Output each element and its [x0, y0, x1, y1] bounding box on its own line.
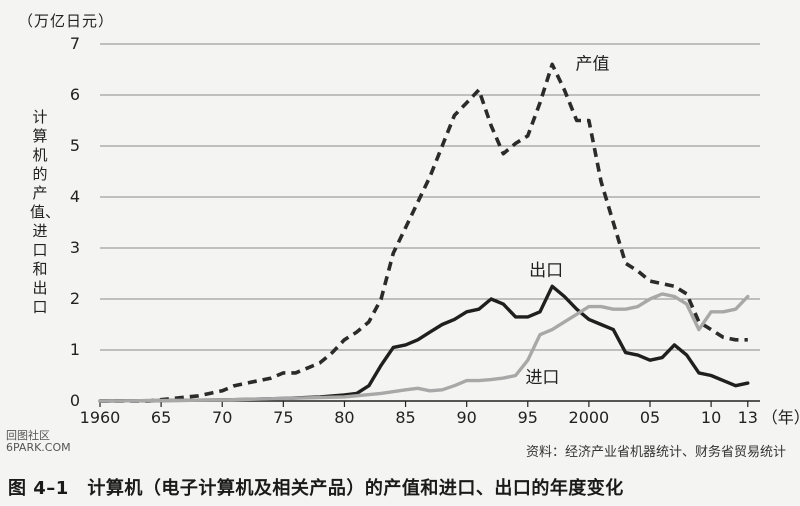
- x-tick-label: 65: [151, 408, 171, 427]
- y-tick-label: 7: [70, 34, 80, 53]
- x-tick-label: 80: [334, 408, 354, 427]
- x-tick-label: 70: [212, 408, 232, 427]
- series-line-import: [98, 292, 750, 403]
- y-tick-label: 4: [70, 187, 80, 206]
- figure-caption: 图 4–1 计算机（电子计算机及相关产品）的产值和进口、出口的年度变化: [8, 478, 624, 499]
- x-tick-label: 75: [273, 408, 293, 427]
- series-annotation: 进口: [525, 368, 559, 388]
- watermark: 回图社区 6PARK.COM: [6, 429, 71, 454]
- series-annotation: 出口: [529, 261, 563, 281]
- x-tick-label: 1960: [80, 408, 121, 427]
- y-tick-label: 5: [70, 136, 80, 155]
- y-tick-label: 2: [70, 289, 80, 308]
- line-chart: 0 1 2 3 4 5 6 7 1960 65 70 75 80 85 90 95 2000 05 10 13（年） 产…: [70, 34, 800, 427]
- source-note: 资料：经济产业省机器统计、财务省贸易统计: [525, 445, 786, 460]
- x-tick-label: 10: [701, 408, 721, 427]
- y-axis-label: 计算机的产值、进口和出口: [30, 108, 61, 316]
- x-tick-label: 2000: [569, 408, 610, 427]
- series-line-production: [100, 62, 748, 403]
- y-tick-label: 1: [70, 340, 80, 359]
- series-annotation: 产值: [576, 55, 610, 75]
- y-tick-label: 6: [70, 85, 80, 104]
- x-tick-label: 95: [518, 408, 538, 427]
- y-tick-label: 3: [70, 238, 80, 257]
- y-tick-label: 0: [70, 391, 80, 410]
- x-axis-suffix: （年）: [762, 408, 800, 427]
- y-unit-label: （万亿日元）: [18, 12, 115, 30]
- series-line-export: [98, 284, 750, 403]
- x-tick-label: 85: [395, 408, 415, 427]
- x-tick-label: 90: [456, 408, 476, 427]
- x-tick-label: 05: [640, 408, 660, 427]
- x-tick-label: 13: [738, 408, 758, 427]
